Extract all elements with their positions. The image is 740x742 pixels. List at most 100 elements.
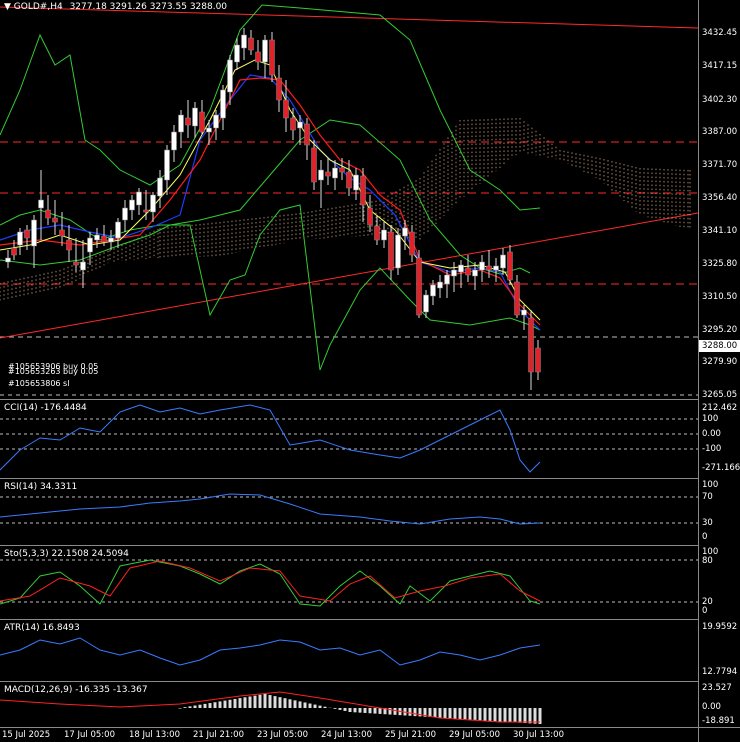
candle-bullish: [150, 194, 156, 213]
candle-bullish: [381, 229, 387, 241]
candle-bullish: [108, 237, 114, 243]
macd-histogram-bar: [193, 705, 197, 708]
cci-line: [0, 404, 541, 473]
cci-pane[interactable]: CCI(14) -176.4484 212.462 100 0.00 -100 …: [0, 400, 740, 478]
price-tick: 3432.45: [702, 28, 738, 38]
macd-histogram-bar: [308, 703, 312, 708]
candle-bearish: [255, 51, 261, 63]
candle-bearish: [269, 39, 275, 76]
rsi-pane[interactable]: RSI(14) 34.3311 100 70 30 0: [0, 479, 740, 545]
macd-histogram-bar: [528, 708, 532, 724]
rsi-tick: 70: [702, 492, 713, 502]
order-label: #105653263 buy 0.05: [8, 367, 99, 376]
candle-bearish: [101, 235, 107, 243]
pane-divider[interactable]: [0, 681, 698, 682]
candle-bearish: [52, 217, 58, 223]
atr-canvas[interactable]: [0, 620, 698, 681]
stochastic-signal-line: [0, 560, 541, 602]
bollinger-middle: [0, 119, 531, 275]
macd-histogram-bar: [223, 700, 227, 708]
time-tick: 30 Jul 13:00: [513, 730, 564, 740]
price-tick: 3371.70: [702, 160, 738, 170]
stochastic-pane[interactable]: Sto(5,3,3) 22.1508 24.5094 100 80 20 0: [0, 546, 740, 619]
rsi-canvas[interactable]: [0, 479, 698, 545]
candle-bullish: [227, 59, 233, 93]
macd-histogram-bar: [468, 708, 472, 720]
atr-pane[interactable]: ATR(14) 16.8493 19.9592 12.7794: [0, 620, 740, 681]
macd-histogram-bar: [498, 708, 502, 722]
macd-histogram-bar: [373, 708, 377, 714]
macd-canvas[interactable]: [0, 682, 698, 727]
macd-histogram-bar: [248, 696, 252, 708]
macd-histogram-bar: [383, 708, 387, 715]
candle-bearish: [185, 117, 191, 126]
candle-bullish: [122, 207, 128, 221]
candle-bearish: [388, 231, 394, 271]
macd-histogram-bar: [253, 695, 257, 708]
price-tick: 3341.10: [702, 226, 738, 236]
time-tick: 21 Jul 21:00: [193, 730, 244, 740]
pane-divider[interactable]: [0, 399, 698, 400]
macd-histogram-bar: [473, 708, 477, 720]
order-label: #105653906 buy 0.05: [8, 362, 99, 371]
macd-histogram-bar: [238, 698, 242, 708]
atr-tick: 19.9592: [702, 622, 738, 632]
macd-histogram-bar: [213, 702, 217, 708]
candle-bearish: [514, 281, 520, 316]
price-chart-canvas[interactable]: [0, 0, 698, 398]
sto-tick: 80: [702, 556, 713, 566]
candle-bullish: [17, 231, 23, 246]
candle-bearish: [346, 171, 352, 189]
candle-bullish: [395, 234, 401, 269]
price-tick: 3279.90: [702, 357, 738, 367]
macd-histogram-bar: [493, 708, 497, 722]
macd-histogram-bar: [458, 708, 462, 719]
macd-histogram-bar: [463, 708, 467, 720]
macd-histogram-bar: [208, 703, 212, 708]
macd-histogram-bar: [393, 708, 397, 715]
candle-bullish: [234, 44, 240, 63]
candle-bullish: [80, 261, 86, 271]
price-tick: 3265.05: [702, 390, 738, 400]
candle-bearish: [304, 123, 310, 146]
main-price-chart[interactable]: ▼ GOLD#,H4 3277.18 3291.26 3273.55 3288.…: [0, 0, 740, 398]
candle-bearish: [59, 229, 65, 237]
pane-divider[interactable]: [0, 619, 698, 620]
time-axis: 15 Jul 2025 17 Jul 05:00 18 Jul 13:00 21…: [0, 728, 740, 742]
macd-histogram-bar: [358, 708, 362, 713]
symbol-header: ▼ GOLD#,H4 3277.18 3291.26 3273.55 3288.…: [4, 2, 227, 12]
time-tick: 18 Jul 13:00: [129, 730, 180, 740]
atr-line: [0, 637, 541, 666]
macd-histogram-bar: [423, 708, 427, 717]
candle-bearish: [507, 251, 513, 281]
candle-bullish: [444, 274, 450, 285]
cci-tick: -271.1664: [702, 463, 740, 473]
pane-divider[interactable]: [0, 478, 698, 479]
sto-tick: 0: [702, 606, 708, 616]
macd-histogram-bar: [278, 697, 282, 708]
cci-canvas[interactable]: [0, 400, 698, 478]
candle-bullish: [115, 221, 121, 239]
macd-histogram-bar: [178, 708, 182, 709]
price-tick: 3387.00: [702, 127, 738, 137]
candle-bearish: [486, 265, 492, 271]
stochastic-label: Sto(5,3,3) 22.1508 24.5094: [4, 549, 129, 559]
macd-histogram-bar: [408, 708, 412, 716]
candle-bearish: [199, 111, 205, 133]
candle-bullish: [213, 114, 219, 129]
candle-bullish: [164, 149, 170, 181]
candle-bearish: [311, 147, 317, 183]
candle-bullish: [206, 127, 212, 133]
ohlc-values: 3277.18 3291.26 3273.55 3288.00: [69, 2, 228, 12]
macd-histogram-bar: [258, 694, 262, 708]
candle-bearish: [416, 257, 422, 316]
macd-pane[interactable]: MACD(12,26,9) -16.335 -13.367 23.527 0.0…: [0, 682, 740, 727]
candle-bullish: [220, 89, 226, 119]
pane-divider[interactable]: [0, 545, 698, 546]
macd-histogram-bar: [488, 708, 492, 721]
candle-bearish: [248, 37, 254, 51]
candle-bullish: [157, 177, 163, 197]
stochastic-canvas[interactable]: [0, 546, 698, 619]
macd-histogram-bar: [203, 703, 207, 708]
macd-histogram-bar: [273, 696, 277, 708]
